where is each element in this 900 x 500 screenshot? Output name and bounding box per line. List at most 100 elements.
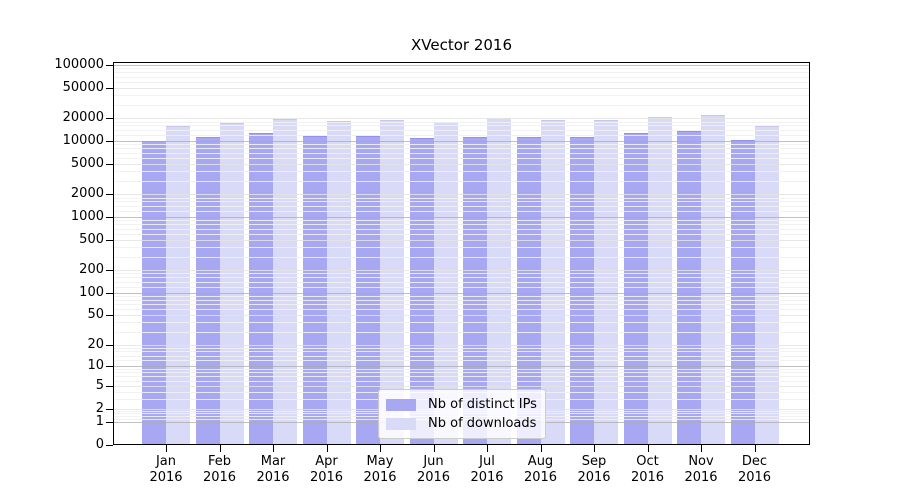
grid-minor-line <box>114 322 809 324</box>
grid-major-line <box>114 64 809 66</box>
bar-downloads-feb <box>219 123 244 444</box>
x-tick-year: 2016 <box>684 470 718 485</box>
y-tick-label: 10 <box>87 357 104 373</box>
x-tick-year: 2016 <box>523 470 558 485</box>
bar-distinct-ips-dec <box>730 139 755 444</box>
x-tick-mark <box>754 445 756 452</box>
x-tick-mark <box>273 445 274 452</box>
x-tick-mark <box>219 445 221 452</box>
grid-minor-line <box>114 152 809 154</box>
x-tick-label-jul: Jul 2016 <box>457 454 517 486</box>
grid-minor-line <box>114 281 809 283</box>
x-tick-mark <box>540 445 542 452</box>
x-tick-year: 2016 <box>309 470 344 485</box>
x-tick-year: 2016 <box>737 470 772 485</box>
y-tick-mark <box>106 216 113 218</box>
x-tick-label-may: May 2016 <box>350 454 410 486</box>
grid-minor-line <box>114 121 809 123</box>
x-tick-mark <box>487 445 488 452</box>
plot-area <box>113 62 810 445</box>
y-tick-label: 10000 <box>62 132 104 148</box>
bar-distinct-ips-sep <box>570 136 594 444</box>
bar-downloads-mar <box>273 118 297 444</box>
downloads-swatch <box>386 417 416 430</box>
y-tick-label: 5000 <box>70 155 104 171</box>
y-tick-label: 1000 <box>70 208 104 224</box>
y-tick-mark <box>106 422 113 424</box>
bar-distinct-ips-jan <box>142 141 166 444</box>
grid-minor-line <box>114 144 809 146</box>
bar-downloads-nov <box>701 114 725 444</box>
grid-minor-line <box>114 104 809 106</box>
y-tick-label: 1 <box>95 414 104 430</box>
x-tick-mark <box>326 445 328 452</box>
grid-minor-line <box>114 72 809 74</box>
grid-line <box>114 87 809 89</box>
grid-minor-line <box>114 286 809 288</box>
x-tick-label-jan: Jan 2016 <box>136 454 196 486</box>
y-tick-mark <box>106 408 113 410</box>
grid-minor-line <box>114 205 809 207</box>
x-tick-mark <box>380 445 381 452</box>
x-tick-year: 2016 <box>577 470 611 485</box>
grid-line <box>114 118 809 120</box>
x-tick-year: 2016 <box>149 470 183 485</box>
grid-minor-line <box>114 220 809 222</box>
distinct-ips-swatch <box>386 398 416 411</box>
grid-minor-line <box>114 157 809 159</box>
grid-minor-line <box>114 228 809 230</box>
legend-label-distinct-ips: Nb of distinct IPs <box>428 397 537 412</box>
grid-line <box>114 315 809 317</box>
y-tick-label: 100 <box>79 284 104 300</box>
grid-minor-line <box>114 81 809 83</box>
grid-major-line <box>114 140 809 142</box>
grid-minor-line <box>114 355 809 357</box>
y-tick-mark <box>106 140 113 142</box>
grid-minor-line <box>114 210 809 212</box>
grid-minor-line <box>114 233 809 235</box>
x-tick-year: 2016 <box>416 470 451 485</box>
grid-line <box>114 239 809 241</box>
x-tick-label-apr: Apr 2016 <box>297 454 357 486</box>
grid-minor-line <box>114 125 809 127</box>
x-tick-year: 2016 <box>630 470 665 485</box>
grid-minor-line <box>114 224 809 226</box>
y-tick-label: 20 <box>87 336 104 352</box>
grid-minor-line <box>114 277 809 279</box>
grid-line <box>114 269 809 271</box>
grid-minor-line <box>114 256 809 258</box>
x-tick-label-nov: Nov 2016 <box>671 454 731 486</box>
x-tick-year: 2016 <box>470 470 504 485</box>
x-tick-label-mar: Mar 2016 <box>243 454 303 486</box>
grid-minor-line <box>114 68 809 70</box>
x-tick-mark <box>594 445 595 452</box>
grid-minor-line <box>114 201 809 203</box>
x-tick-mark <box>701 445 702 452</box>
x-tick-label-feb: Feb 2016 <box>190 454 250 486</box>
y-tick-mark <box>106 239 113 241</box>
x-tick-year: 2016 <box>202 470 237 485</box>
grid-minor-line <box>114 95 809 97</box>
bar-downloads-dec <box>754 125 779 444</box>
grid-line <box>114 344 809 346</box>
y-tick-label: 50000 <box>62 79 104 95</box>
y-tick-mark <box>106 194 113 196</box>
grid-minor-line <box>114 369 809 370</box>
grid-minor-line <box>114 197 809 199</box>
bar-distinct-ips-feb <box>195 137 220 444</box>
y-tick-mark <box>106 64 113 66</box>
y-tick-mark <box>106 385 113 387</box>
y-tick-mark <box>106 163 113 165</box>
x-tick-mark <box>647 445 649 452</box>
grid-minor-line <box>114 148 809 150</box>
y-tick-label: 0 <box>95 437 104 452</box>
legend-label-downloads: Nb of downloads <box>428 416 537 431</box>
grid-minor-line <box>114 376 809 378</box>
grid-major-line <box>114 216 809 218</box>
grid-minor-line <box>114 171 809 173</box>
y-tick-mark <box>106 269 113 271</box>
grid-minor-line <box>114 360 809 362</box>
y-tick-label: 2 <box>95 400 104 416</box>
x-tick-label-oct: Oct 2016 <box>618 454 678 486</box>
